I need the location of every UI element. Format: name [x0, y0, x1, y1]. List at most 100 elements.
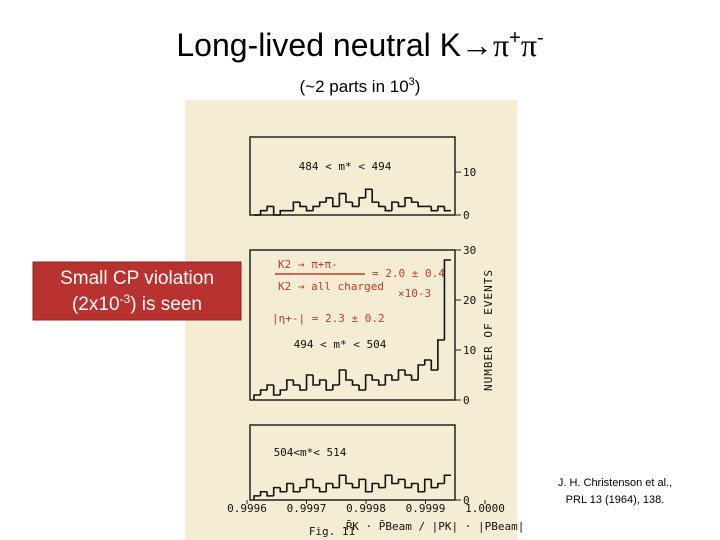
histogram-bin	[325, 197, 333, 203]
histogram-bin	[358, 478, 366, 488]
callout-sup: -3	[120, 292, 131, 306]
histogram-bin	[332, 197, 340, 208]
histogram-bin	[417, 483, 425, 493]
histogram-bin	[437, 205, 445, 211]
subtitle-text: (~2 parts in 10	[300, 77, 409, 96]
histogram-bin	[364, 374, 373, 390]
histogram-bin	[318, 487, 327, 493]
histogram-bin	[279, 487, 287, 493]
histogram-bin	[391, 201, 399, 211]
title-pi: π	[521, 27, 537, 63]
histogram-bin	[253, 394, 261, 400]
histogram-bin	[299, 385, 307, 391]
histogram-bin	[430, 206, 438, 212]
title-arrow: →	[461, 27, 493, 63]
title: Long-lived neutral K→π+π-	[176, 27, 543, 63]
histogram-bin	[391, 475, 399, 485]
histogram-bin	[318, 379, 327, 385]
figure: 0 10 484 < m* < 494 0 10 20 30 494 < m* < 504 0 5…	[227, 136, 525, 538]
y-tick-label: 30	[463, 244, 476, 257]
histogram-bin	[332, 483, 340, 489]
histogram-bin	[397, 478, 406, 484]
histogram-bin	[410, 482, 419, 488]
histogram-bin	[279, 389, 287, 395]
y-tick-label: 0	[463, 494, 470, 507]
y-tick-label: 0	[463, 394, 470, 407]
histogram-bin	[253, 495, 261, 500]
histogram-bin	[423, 478, 432, 492]
y-tick-label: 10	[463, 344, 476, 357]
histogram-bin	[272, 486, 281, 496]
histogram-bin	[371, 189, 379, 203]
histogram-bin	[384, 206, 392, 212]
histogram-bin	[272, 385, 281, 396]
panel-frame	[249, 424, 456, 501]
y-tick-label: 0	[463, 209, 470, 222]
histogram-bin	[338, 474, 346, 488]
x-tick-label: 0.9998	[346, 502, 386, 515]
histogram-bin	[397, 202, 406, 208]
subtitle-sup: 3	[409, 76, 415, 88]
histogram-bin	[351, 202, 360, 208]
histogram-bin	[266, 491, 274, 497]
panel-frame	[249, 249, 456, 401]
citation: J. H. Christenson et al.,	[558, 477, 672, 489]
histogram-bin	[345, 193, 353, 203]
histogram-bin	[417, 364, 425, 380]
callout-text: (2x10-3) is seen	[72, 292, 202, 315]
histogram-bin	[325, 380, 333, 391]
title-pi: π	[493, 27, 509, 63]
histogram-bin	[345, 370, 353, 381]
y-axis-label: NUMBER OF EVENTS	[482, 269, 495, 391]
histogram-bin	[286, 482, 294, 492]
histogram-bin	[338, 192, 346, 207]
eta-value: |η+-| = 2.3 ± 0.2	[272, 312, 385, 325]
histogram-bin	[259, 389, 268, 395]
ratio-value: = 2.0 ± 0.4	[372, 267, 445, 280]
panel-label: 494 < m* < 504	[294, 338, 387, 351]
caption: Fig. 11	[309, 525, 355, 538]
histogram-bin	[305, 374, 314, 390]
histogram-bin	[371, 482, 379, 492]
histogram-bin	[286, 379, 294, 390]
histogram-bin	[384, 474, 392, 488]
histogram-bin	[423, 359, 432, 365]
histogram-bin	[312, 479, 320, 489]
histogram-bin	[259, 490, 268, 496]
callout-box	[32, 261, 242, 321]
histogram-bin	[443, 259, 451, 340]
histogram-bin	[318, 201, 327, 207]
histogram-bin	[410, 197, 419, 203]
ratio-denominator: K2 → all charged	[278, 280, 384, 293]
histogram-bin	[443, 206, 451, 212]
histogram-bin	[430, 360, 438, 371]
subtitle: (~2 parts in 103)	[300, 76, 421, 96]
histogram-bin	[443, 474, 451, 484]
title-text: Long-lived neutral K	[176, 27, 461, 63]
histogram-bin	[384, 374, 392, 385]
histogram-bin	[305, 478, 314, 488]
histogram-bin	[358, 197, 366, 207]
histogram-bin	[430, 479, 438, 489]
panel-label: 504<m*< 514	[274, 446, 347, 459]
ratio-unit: ×10-3	[398, 287, 431, 300]
histogram-bin	[364, 188, 373, 198]
histogram-bin	[417, 202, 425, 208]
histogram-bin	[325, 482, 333, 492]
x-axis-label: P̄K · P̄Beam / |PK| · |PBeam|	[346, 520, 525, 533]
histogram-bin	[312, 375, 320, 386]
histogram-bin	[299, 202, 307, 208]
callout-text: Small CP violation	[60, 268, 214, 289]
histogram-bin	[338, 369, 346, 385]
ratio-numerator: K2 → π+π-	[278, 258, 338, 271]
histogram-bin	[377, 202, 386, 208]
x-tick-label: 0.9997	[287, 502, 327, 515]
histogram-bin	[377, 483, 386, 489]
histogram-bin	[371, 375, 379, 381]
histogram-bin	[351, 380, 360, 386]
histogram-bin	[266, 205, 274, 211]
histogram-bin	[292, 380, 300, 386]
histogram-bin	[364, 479, 373, 493]
histogram-bin	[305, 206, 314, 212]
